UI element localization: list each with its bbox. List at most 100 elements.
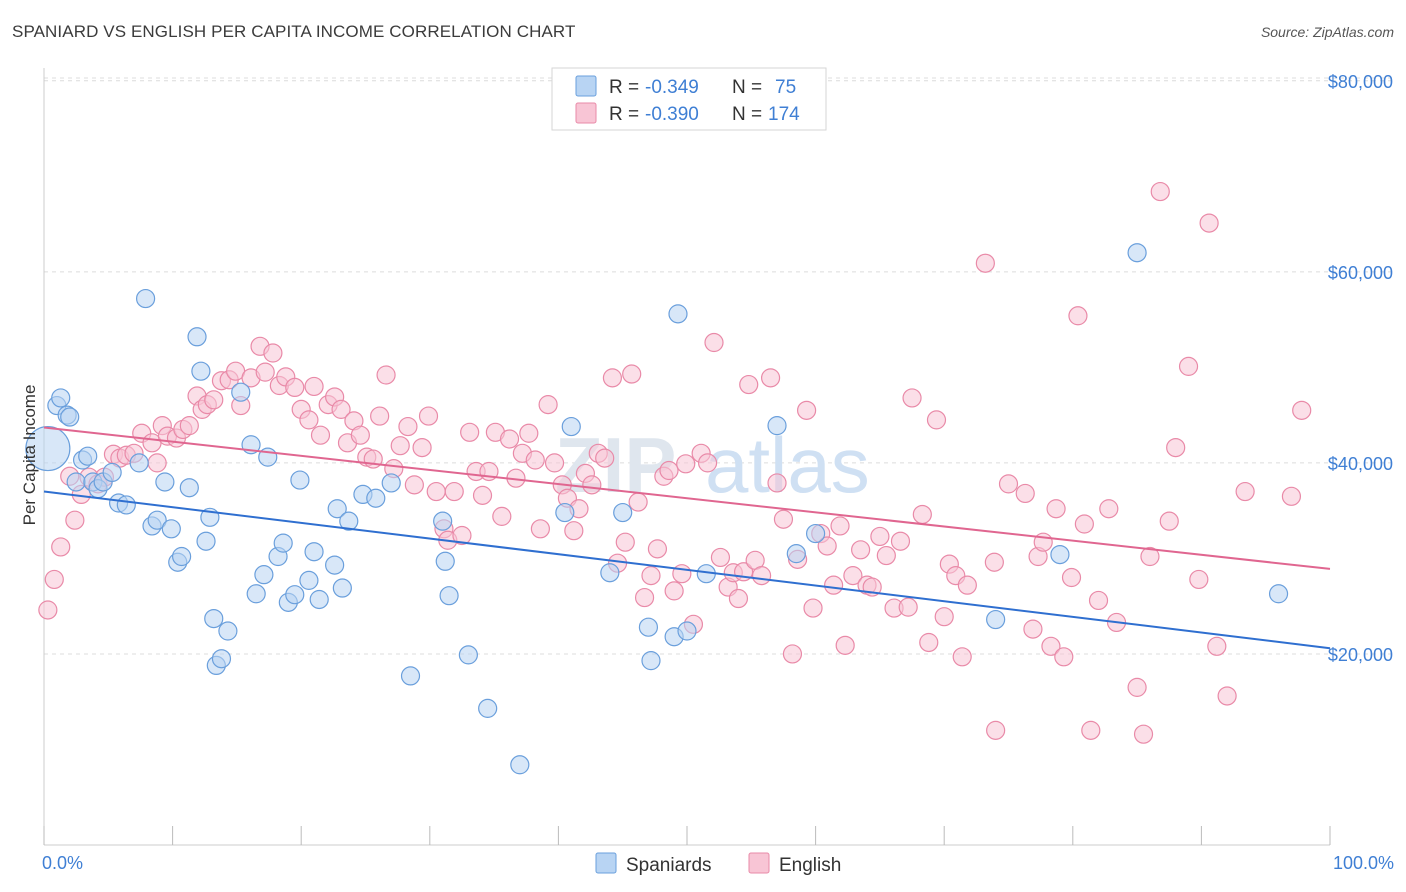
english-point-77 [564, 521, 584, 541]
english-point-128 [898, 597, 918, 617]
english-point-163 [1199, 213, 1219, 233]
english-point-55 [418, 406, 439, 426]
spaniards-point-60 [600, 563, 620, 583]
english-point-73 [538, 395, 558, 415]
spaniards-point-34 [254, 565, 274, 585]
english-point-151 [1081, 720, 1101, 740]
english-point-56 [426, 481, 446, 502]
english-point-141 [1015, 483, 1035, 504]
bottom-legend-spaniards: Spaniards [626, 855, 712, 876]
spaniards-point-37 [273, 533, 293, 553]
spaniards-point-43 [309, 589, 329, 610]
spaniards-point-13 [116, 495, 136, 515]
spaniards-point-62 [638, 617, 659, 637]
spaniards-point-42 [304, 542, 324, 562]
english-point-111 [782, 644, 803, 664]
bottom-legend-swatch-english [748, 852, 770, 874]
bottom-legend-english: English [779, 855, 841, 876]
spaniards-point-59 [561, 416, 581, 437]
english-point-32 [263, 343, 283, 363]
legend-box [551, 67, 827, 131]
english-point-125 [876, 545, 896, 566]
english-point-152 [1088, 590, 1109, 611]
english-point-67 [499, 429, 520, 449]
english-point-161 [1178, 356, 1199, 376]
english-point-1 [44, 569, 64, 590]
spaniards-point-18 [155, 472, 175, 492]
spaniards-point-31 [231, 382, 251, 402]
x-tick-min: 0.0% [42, 853, 83, 873]
english-point-138 [975, 253, 995, 273]
watermark-atlas: atlas [705, 421, 870, 509]
english-point-168 [1292, 400, 1312, 420]
y-tick-labels: $20,000 $40,000 $60,000 $80,000 [1328, 72, 1393, 665]
english-point-140 [998, 474, 1019, 494]
legend-n-label-1: N = [732, 77, 762, 98]
spaniards-point-41 [299, 570, 319, 590]
legend-swatch-english [575, 102, 597, 124]
english-point-39 [310, 425, 331, 445]
english-point-105 [739, 374, 759, 395]
english-point-145 [1041, 636, 1061, 656]
legend-r-value-2: -0.390 [645, 104, 699, 125]
spaniards-point-71 [986, 609, 1006, 630]
english-point-149 [1068, 306, 1088, 326]
english-point-129 [902, 388, 922, 408]
english-point-52 [398, 416, 418, 437]
watermark: ZIP atlas [555, 421, 870, 509]
english-point-153 [1099, 499, 1119, 519]
legend-n-value-2: 174 [768, 104, 800, 125]
english-point-31 [255, 362, 275, 382]
english-point-139 [984, 552, 1004, 572]
spaniards-point-27 [204, 608, 224, 629]
legend-n-label-2: N = [732, 104, 762, 125]
spaniards-point-39 [285, 585, 305, 605]
spaniards-point-23 [187, 327, 207, 347]
y-axis-label: Per Capita Income [20, 385, 39, 526]
spaniards-point-73 [1127, 243, 1147, 263]
spaniards-point-69 [786, 544, 806, 564]
spaniards-point-19 [161, 519, 181, 539]
english-point-90 [647, 539, 668, 559]
x-tick-max: 100.0% [1333, 853, 1394, 873]
english-point-59 [444, 481, 464, 502]
english-point-99 [704, 332, 724, 353]
english-point-156 [1133, 724, 1154, 744]
legend: R = -0.349 N = 75 R = -0.390 N = 174 [551, 67, 827, 131]
bottom-legend-swatch-spaniards [595, 852, 617, 874]
english-point-113 [796, 400, 817, 420]
spaniards-point-49 [366, 488, 386, 508]
legend-r-label-2: R = [609, 104, 639, 125]
english-point-72 [530, 519, 550, 539]
english-point-137 [957, 575, 977, 595]
english-point-119 [835, 635, 855, 655]
english-point-165 [1217, 686, 1237, 706]
spaniards-point-66 [677, 621, 697, 641]
english-point-121 [851, 540, 871, 560]
spaniards-point-55 [458, 645, 478, 665]
spaniards-point-46 [332, 578, 352, 598]
spaniards-point-45 [327, 499, 347, 519]
english-point-92 [659, 460, 679, 481]
english-point-53 [404, 475, 424, 495]
english-point-116 [817, 536, 837, 556]
english-point-82 [595, 448, 615, 468]
english-point-108 [760, 368, 781, 388]
english-point-159 [1159, 511, 1179, 531]
english-point-35 [285, 377, 305, 398]
english-point-118 [830, 516, 850, 536]
english-point-89 [641, 566, 661, 586]
spaniards-point-63 [641, 651, 661, 671]
spaniards-point-33 [246, 584, 266, 604]
english-point-142 [1023, 619, 1043, 639]
english-point-24 [204, 390, 224, 410]
english-point-42 [331, 399, 351, 419]
spaniards-point-24 [191, 361, 211, 381]
spaniards-point-0 [25, 425, 71, 472]
y-tick-label-2: $60,000 [1328, 263, 1393, 283]
english-point-160 [1166, 437, 1186, 458]
english-point-150 [1074, 514, 1094, 534]
english-point-49 [376, 365, 396, 385]
english-point-94 [672, 564, 692, 584]
